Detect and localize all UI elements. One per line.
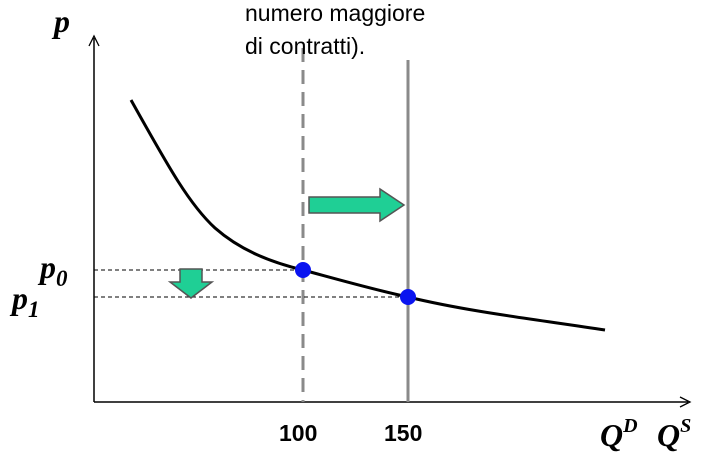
equilibrium-point-p1 — [400, 289, 416, 305]
qs-base: Q — [657, 417, 680, 453]
p1-label: p1 — [9, 280, 40, 322]
annotation-line-1: numero maggiore — [245, 0, 425, 26]
right-arrow-icon — [308, 187, 406, 223]
y-axis-arrowhead — [88, 34, 100, 47]
p0-label-base: p — [37, 249, 56, 285]
demand-curve — [129, 99, 606, 332]
y-axis-label: p — [51, 3, 70, 39]
qd-sup: D — [622, 415, 637, 437]
x-axis-label-supply: QS — [657, 415, 691, 453]
x-tick-100: 100 — [279, 420, 317, 446]
qs-sup: S — [680, 415, 691, 437]
equilibrium-point-p0 — [295, 262, 311, 278]
p1-label-sub: 1 — [28, 297, 40, 322]
x-axis-arrowhead — [679, 396, 692, 408]
p0-label-sub: 0 — [56, 266, 68, 291]
annotation-line-2: di contratti). — [245, 33, 365, 59]
x-tick-150: 150 — [384, 420, 422, 446]
p0-label: p0 — [37, 249, 68, 291]
qd-base: Q — [600, 417, 623, 453]
x-axis-label-demand: QD — [600, 415, 638, 453]
down-arrow-icon — [167, 268, 215, 299]
p1-label-base: p — [9, 280, 28, 316]
